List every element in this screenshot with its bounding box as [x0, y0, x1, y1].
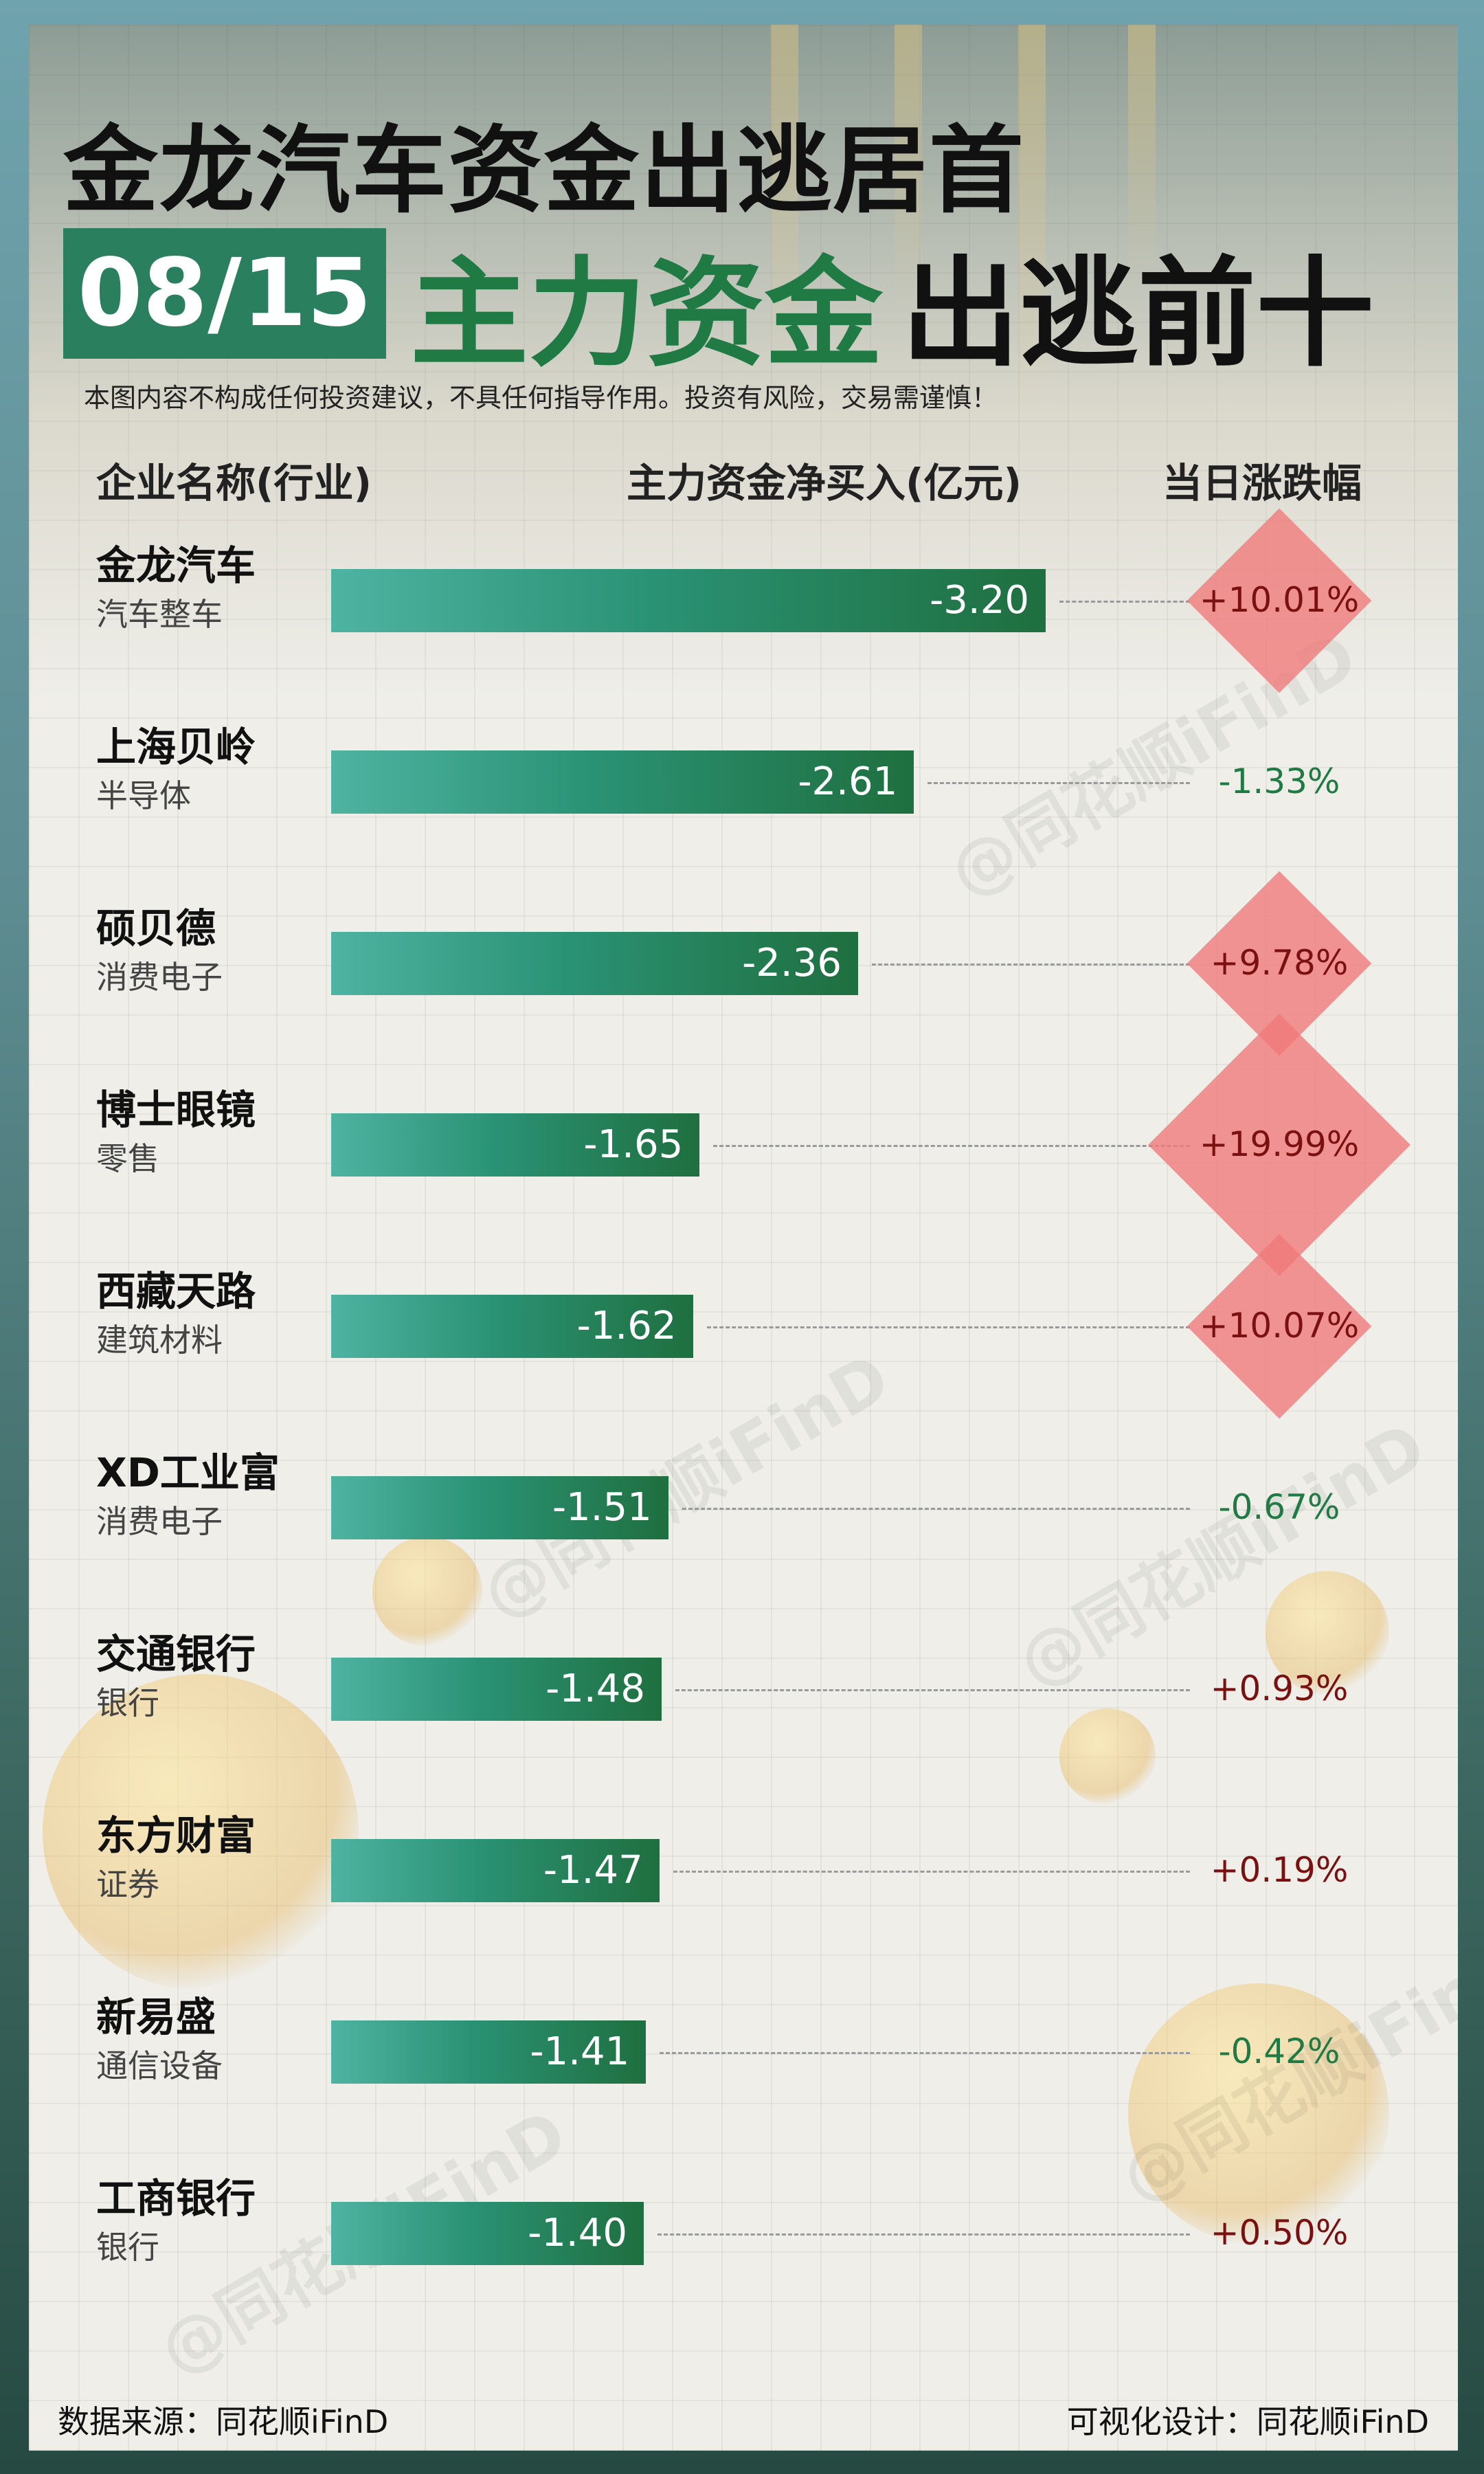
change-percent: +0.50%	[1210, 2213, 1349, 2253]
data-source: 数据来源：同花顺iFinD	[58, 2403, 389, 2440]
change-percent: +0.19%	[1210, 1850, 1349, 1890]
bar-value-label: -2.36	[742, 941, 842, 985]
coin-decoration	[1128, 1983, 1389, 2244]
bar-value-label: -1.40	[528, 2211, 627, 2255]
change-percent: -1.33%	[1218, 761, 1340, 801]
company-name: 博士眼镜	[96, 1086, 256, 1133]
company-name: 西藏天路	[96, 1268, 256, 1315]
column-header-change: 当日涨跌幅	[1162, 460, 1362, 506]
industry-label: 通信设备	[96, 2047, 223, 2084]
bar-value-label: -1.48	[546, 1667, 645, 1711]
industry-label: 建筑材料	[96, 1322, 223, 1359]
company-name: 工商银行	[96, 2175, 256, 2222]
dashed-leader-line	[706, 1326, 1190, 1328]
dashed-leader-line	[713, 1145, 1190, 1147]
bar: -1.47	[331, 1839, 660, 1902]
bar-value-label: -1.51	[552, 1485, 652, 1530]
industry-label: 证券	[96, 1866, 159, 1903]
bar-value-label: -1.62	[576, 1304, 677, 1348]
bar: -2.61	[331, 750, 914, 814]
bar: -3.20	[331, 569, 1046, 632]
change-percent: -0.42%	[1218, 2031, 1340, 2071]
industry-label: 半导体	[96, 777, 191, 814]
bar-value-label: -1.65	[583, 1122, 684, 1167]
background-candle	[1128, 25, 1156, 286]
bar-value-label: -1.47	[543, 1848, 643, 1893]
dashed-leader-line	[682, 1508, 1190, 1510]
dashed-leader-line	[660, 2052, 1190, 2054]
bar: -2.36	[331, 932, 858, 995]
bar: -1.62	[331, 1295, 693, 1358]
change-percent: +19.99%	[1199, 1124, 1360, 1164]
company-name: 交通银行	[96, 1631, 256, 1678]
bar: -1.40	[331, 2202, 644, 2265]
company-name: 东方财富	[96, 1812, 256, 1859]
background-candle	[1018, 25, 1046, 410]
change-percent: +10.01%	[1199, 580, 1360, 620]
dashed-leader-line	[1059, 601, 1190, 603]
design-credit: 可视化设计：同花顺iFinD	[1066, 2403, 1429, 2440]
dashed-leader-line	[872, 963, 1190, 966]
company-name: 金龙汽车	[96, 542, 256, 589]
bar-value-label: -2.61	[798, 759, 898, 804]
bar-value-label: -3.20	[930, 578, 1029, 623]
company-name: 硕贝德	[96, 905, 216, 952]
background-candle	[895, 25, 922, 313]
bar: -1.65	[331, 1113, 700, 1177]
company-name: 上海贝岭	[96, 724, 256, 770]
company-name: 新易盛	[96, 1994, 216, 2040]
change-percent: +10.07%	[1199, 1306, 1360, 1346]
coin-decoration	[43, 1674, 359, 1990]
dashed-leader-line	[673, 1871, 1190, 1873]
industry-label: 汽车整车	[96, 596, 223, 633]
industry-label: 消费电子	[96, 959, 223, 996]
date-badge: 08/15	[63, 228, 386, 359]
coin-decoration	[1266, 1571, 1389, 1695]
bar: -1.51	[331, 1476, 668, 1539]
dashed-leader-line	[657, 2233, 1190, 2236]
industry-label: 银行	[96, 2229, 159, 2266]
change-percent: -0.67%	[1218, 1487, 1340, 1527]
industry-label: 银行	[96, 1684, 159, 1721]
industry-label: 零售	[96, 1140, 159, 1177]
poster-frame: @同花顺iFinD @同花顺iFinD @同花顺iFinD @同花顺iFinD …	[29, 25, 1458, 2451]
column-header-company: 企业名称(行业)	[96, 460, 372, 506]
capital-outflow-chart: 金龙汽车汽车整车 -3.20 +10.01% 上海贝岭半导体 -2.61 -1.33% 硕贝…	[29, 25, 1458, 2451]
subtitle-rest: 出逃前十	[901, 245, 1374, 383]
coin-decoration	[1059, 1708, 1156, 1805]
headline: 金龙汽车资金出逃居首	[63, 115, 1026, 226]
company-name: XD工业富	[96, 1449, 280, 1496]
change-percent: +0.93%	[1210, 1669, 1349, 1708]
industry-label: 消费电子	[96, 1503, 223, 1540]
coin-decoration	[372, 1537, 482, 1647]
background-candle	[771, 25, 798, 368]
disclaimer-text: 本图内容不构成任何投资建议，不具任何指导作用。投资有风险，交易需谨慎！	[84, 383, 998, 413]
subtitle-main: 主力资金	[410, 245, 883, 383]
dashed-leader-line	[928, 782, 1190, 784]
bar: -1.41	[331, 2020, 647, 2084]
bar-value-label: -1.41	[530, 2029, 630, 2074]
dashed-leader-line	[675, 1689, 1190, 1691]
change-percent: +9.78%	[1210, 943, 1349, 983]
bar: -1.48	[331, 1658, 662, 1721]
column-header-flow: 主力资金净买入(亿元)	[627, 460, 1022, 506]
